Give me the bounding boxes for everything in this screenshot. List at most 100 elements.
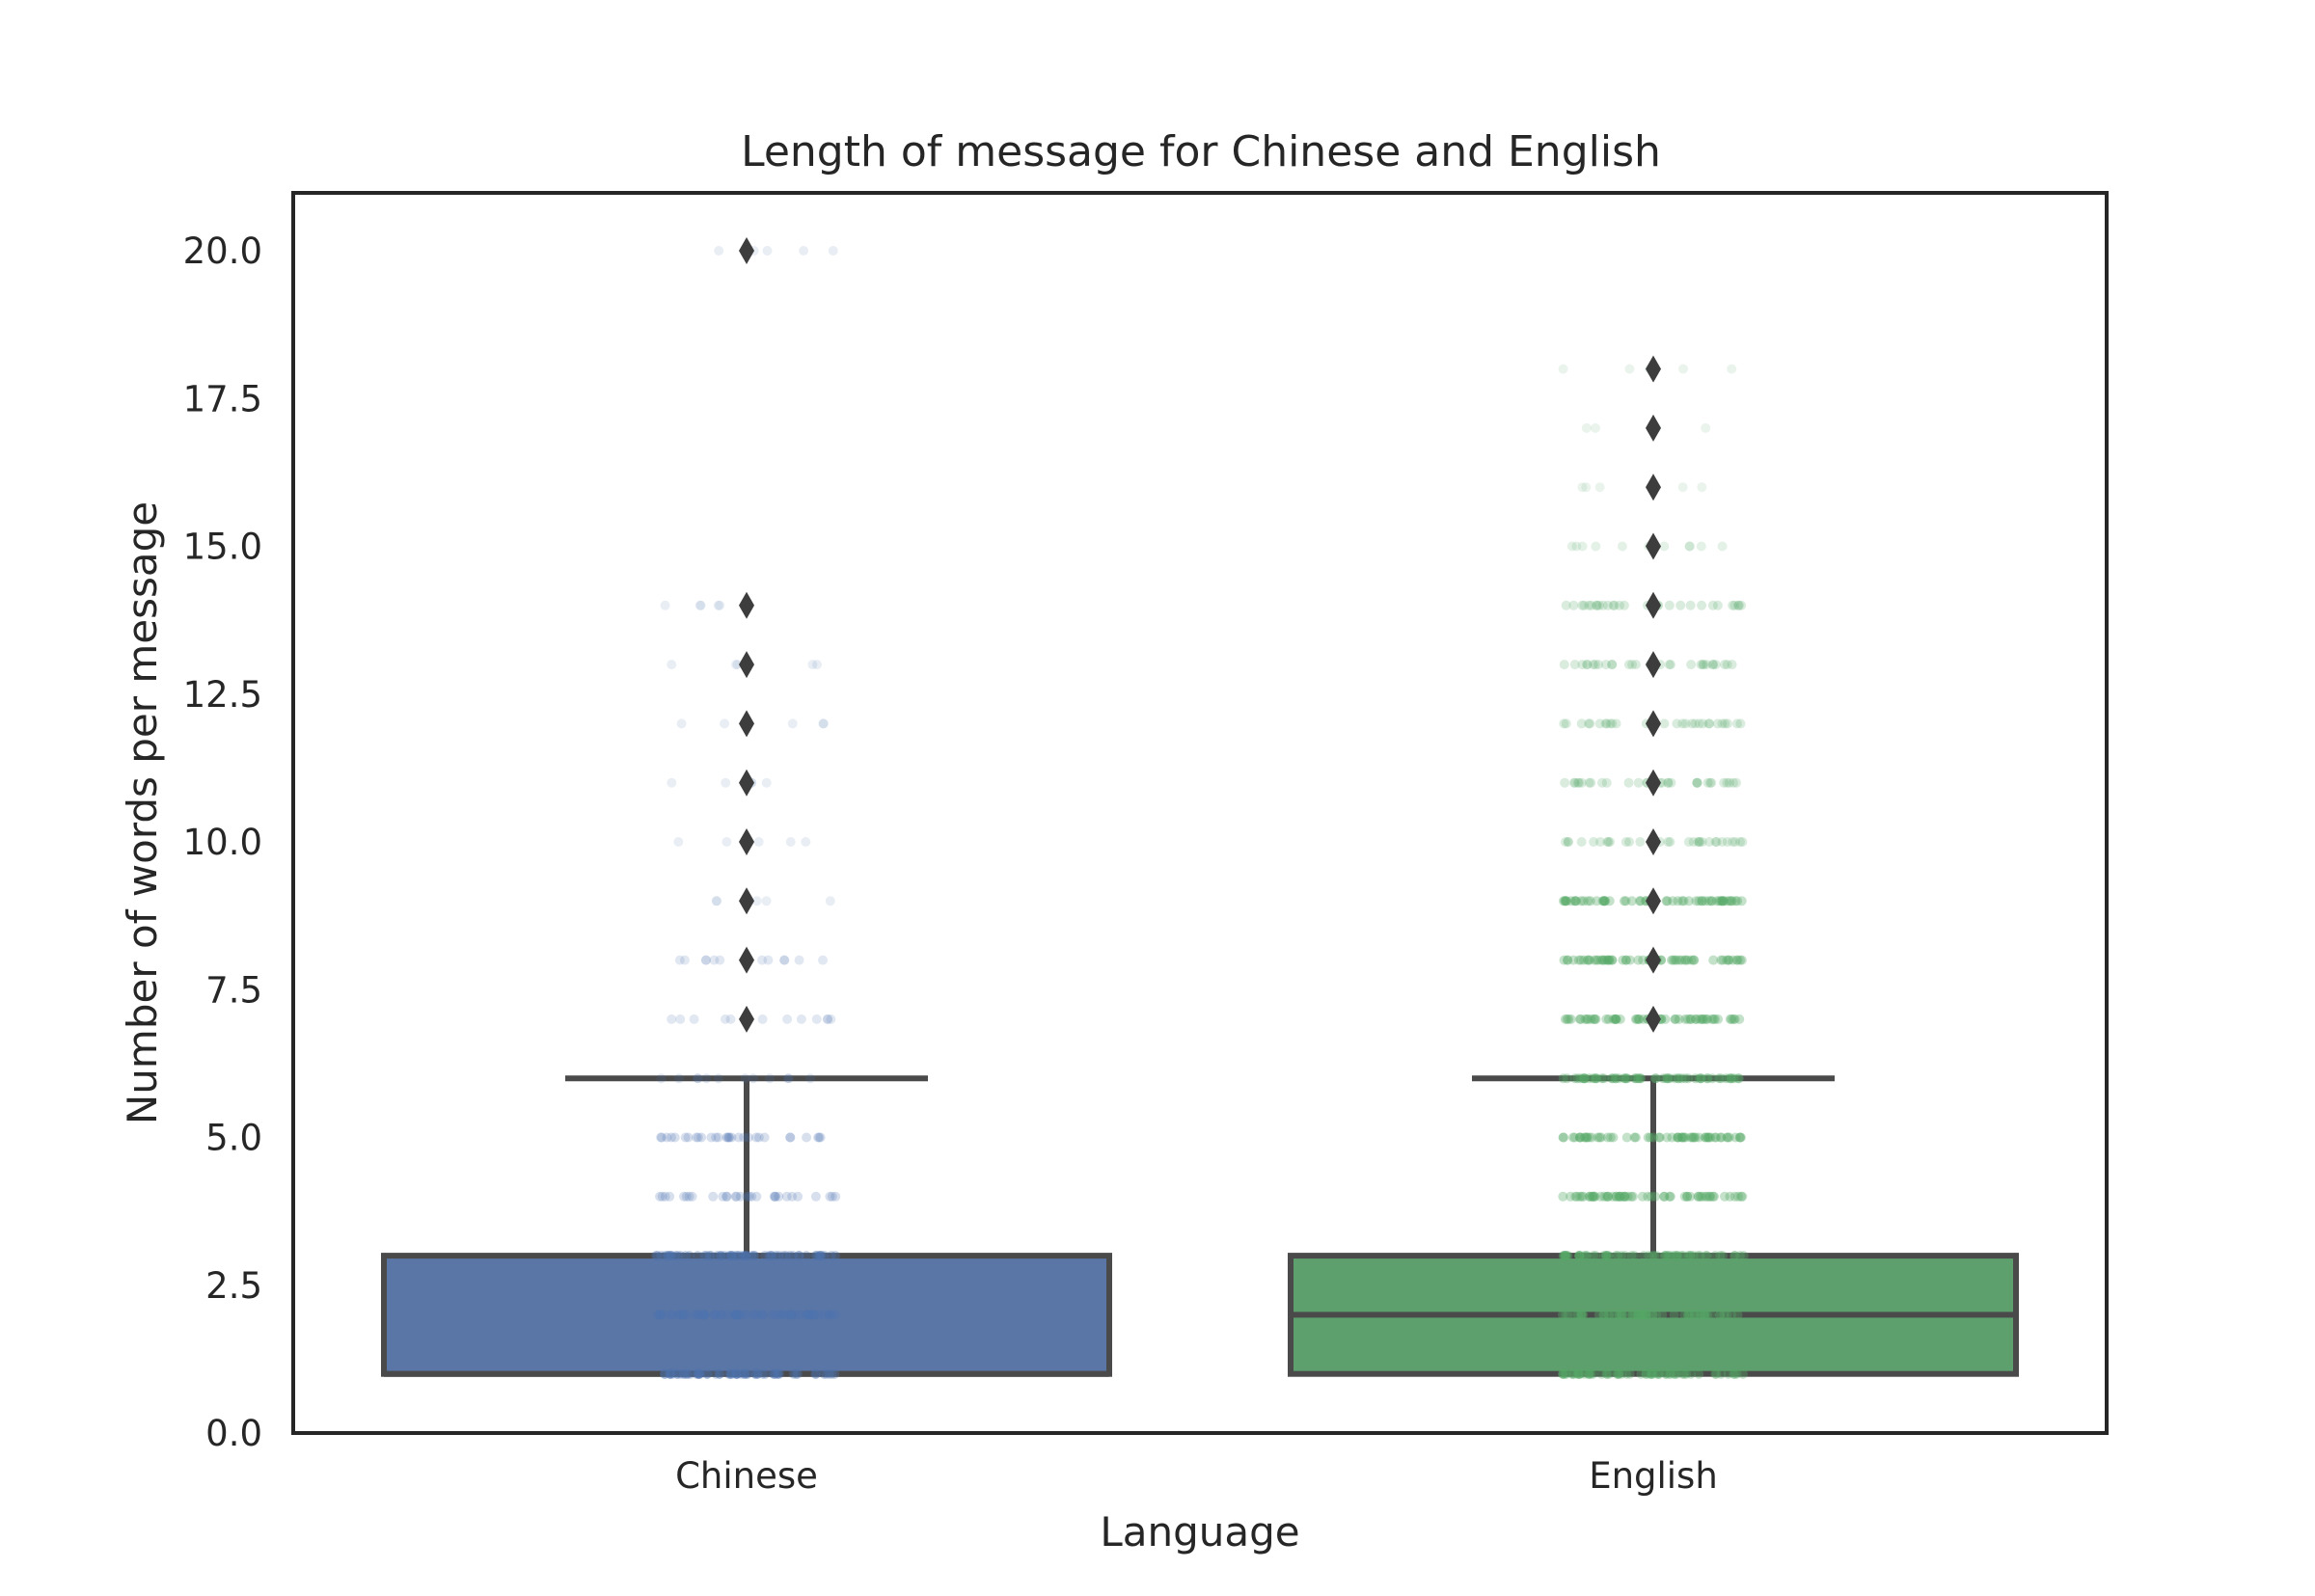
strip-point bbox=[1682, 955, 1693, 965]
strip-point bbox=[1723, 1368, 1733, 1379]
strip-point bbox=[1703, 896, 1714, 906]
strip-point bbox=[1717, 896, 1728, 906]
strip-point bbox=[696, 1132, 707, 1143]
strip-point bbox=[700, 955, 711, 965]
strip-point bbox=[794, 1251, 804, 1261]
strip-point bbox=[713, 1073, 723, 1084]
strip-point bbox=[1687, 718, 1698, 729]
strip-point bbox=[1725, 896, 1735, 906]
strip-point bbox=[1590, 1191, 1600, 1202]
outlier-marker bbox=[1646, 710, 1661, 738]
strip-point bbox=[1605, 837, 1616, 847]
strip-point bbox=[701, 1251, 712, 1261]
strip-point bbox=[1641, 1368, 1651, 1379]
strip-point bbox=[1724, 955, 1734, 965]
strip-point bbox=[1630, 660, 1641, 670]
strip-point bbox=[1683, 1251, 1694, 1261]
strip-point bbox=[828, 246, 838, 256]
strip-point bbox=[805, 1073, 816, 1084]
strip-point bbox=[726, 1132, 737, 1143]
strip-point bbox=[757, 1014, 768, 1024]
strip-point bbox=[1682, 1014, 1693, 1024]
strip-point bbox=[1615, 1014, 1625, 1024]
strip-point bbox=[665, 1191, 675, 1202]
strip-point bbox=[706, 1132, 717, 1143]
strip-point bbox=[1627, 660, 1638, 670]
strip-point bbox=[1731, 955, 1742, 965]
strip-point bbox=[722, 837, 732, 847]
strip-point bbox=[1653, 1368, 1664, 1379]
x-tick-label: English bbox=[1589, 1455, 1718, 1497]
strip-point bbox=[1617, 541, 1627, 552]
strip-point bbox=[732, 1310, 743, 1320]
outlier-marker bbox=[1646, 651, 1661, 679]
strip-point bbox=[1682, 1191, 1693, 1202]
outlier-marker bbox=[739, 651, 754, 679]
strip-point bbox=[1684, 1310, 1695, 1320]
strip-point bbox=[827, 1310, 837, 1320]
strip-point bbox=[1649, 1191, 1660, 1202]
strip-point bbox=[1683, 837, 1694, 847]
strip-point bbox=[1560, 1251, 1570, 1261]
y-tick-label: 17.5 bbox=[183, 378, 262, 419]
strip-point bbox=[1714, 1310, 1725, 1320]
strip-point bbox=[1706, 1014, 1717, 1024]
strip-point bbox=[1568, 955, 1579, 965]
strip-point bbox=[713, 600, 723, 610]
strip-point bbox=[1579, 1368, 1590, 1379]
strip-point bbox=[1714, 1073, 1725, 1084]
strip-point bbox=[1709, 1014, 1720, 1024]
strip-point bbox=[1700, 1132, 1710, 1143]
strip-point bbox=[1673, 1132, 1683, 1143]
strip-point bbox=[679, 955, 690, 965]
strip-point bbox=[1603, 1251, 1614, 1261]
strip-point bbox=[1732, 1310, 1743, 1320]
strip-point bbox=[770, 1191, 780, 1202]
strip-point bbox=[681, 1310, 692, 1320]
strip-point bbox=[1586, 777, 1596, 788]
strip-point bbox=[1673, 1073, 1683, 1084]
strip-point bbox=[1617, 1310, 1627, 1320]
strip-point bbox=[819, 1251, 830, 1261]
strip-point bbox=[1728, 837, 1738, 847]
strip-point bbox=[1692, 777, 1702, 788]
plot-area bbox=[381, 237, 2019, 1379]
strip-point bbox=[1611, 718, 1621, 729]
strip-point bbox=[1558, 1368, 1568, 1379]
strip-point bbox=[726, 1251, 737, 1261]
outlier-marker bbox=[739, 887, 754, 915]
strip-point bbox=[1705, 1191, 1716, 1202]
strip-point bbox=[1715, 1310, 1726, 1320]
strip-point bbox=[1709, 1191, 1720, 1202]
strip-point bbox=[1600, 955, 1611, 965]
strip-point bbox=[1597, 600, 1608, 610]
strip-point bbox=[811, 1251, 822, 1261]
strip-point bbox=[1601, 718, 1612, 729]
strip-point bbox=[1579, 1073, 1590, 1084]
strip-point bbox=[1620, 896, 1631, 906]
strip-point bbox=[1666, 777, 1676, 788]
strip-point bbox=[741, 1310, 751, 1320]
outlier-marker bbox=[739, 769, 754, 797]
strip-point bbox=[1611, 1014, 1621, 1024]
strip-point bbox=[1661, 896, 1672, 906]
strip-point bbox=[1708, 955, 1719, 965]
strip-point bbox=[824, 1310, 834, 1320]
strip-point bbox=[721, 777, 731, 788]
strip-point bbox=[1712, 600, 1723, 610]
strip-point bbox=[1706, 896, 1717, 906]
strip-point bbox=[801, 1251, 811, 1261]
strip-point bbox=[752, 1368, 763, 1379]
strip-point bbox=[1679, 1368, 1690, 1379]
strip-point bbox=[1648, 1132, 1659, 1143]
strip-point bbox=[786, 1310, 797, 1320]
strip-point bbox=[651, 1251, 662, 1261]
strip-point bbox=[1579, 955, 1590, 965]
strip-point bbox=[665, 1368, 675, 1379]
strip-point bbox=[1575, 1132, 1586, 1143]
strip-point bbox=[751, 1310, 762, 1320]
strip-point bbox=[665, 1368, 675, 1379]
strip-point bbox=[1694, 837, 1704, 847]
strip-point bbox=[1648, 1310, 1658, 1320]
strip-point bbox=[1582, 1251, 1593, 1261]
